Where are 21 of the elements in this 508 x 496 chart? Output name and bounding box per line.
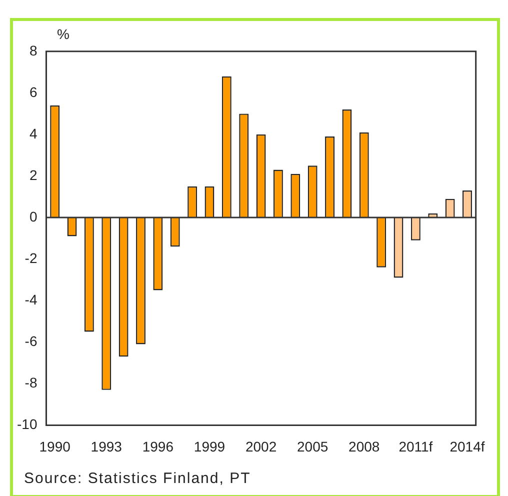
y-tick-label: -6 — [24, 332, 38, 349]
y-tick-label: 4 — [29, 125, 38, 142]
x-tick-label: 2014f — [450, 438, 485, 454]
x-tick-label: 1999 — [194, 438, 226, 454]
x-tick-label: 2008 — [348, 438, 380, 454]
x-tick-label: 2002 — [245, 438, 277, 454]
x-tick-label: 2011f — [398, 438, 433, 454]
x-tick-label: 1993 — [90, 438, 122, 454]
y-tick-label: 2 — [29, 166, 38, 183]
y-axis-title: % — [57, 26, 70, 42]
y-tick-label: 6 — [29, 84, 38, 100]
x-tick-label: 1996 — [142, 438, 174, 454]
y-tick-label: -8 — [24, 374, 38, 391]
x-tick-label: 1990 — [39, 438, 71, 454]
y-tick-label: -10 — [17, 416, 38, 432]
y-tick-label: -2 — [24, 250, 38, 266]
x-tick-label: 2005 — [297, 438, 328, 454]
y-tick-label: -4 — [24, 291, 38, 308]
y-tick-label: 0 — [29, 208, 38, 224]
y-tick-label: 8 — [29, 42, 38, 58]
source-note: Source: Statistics Finland, PT — [24, 470, 251, 487]
